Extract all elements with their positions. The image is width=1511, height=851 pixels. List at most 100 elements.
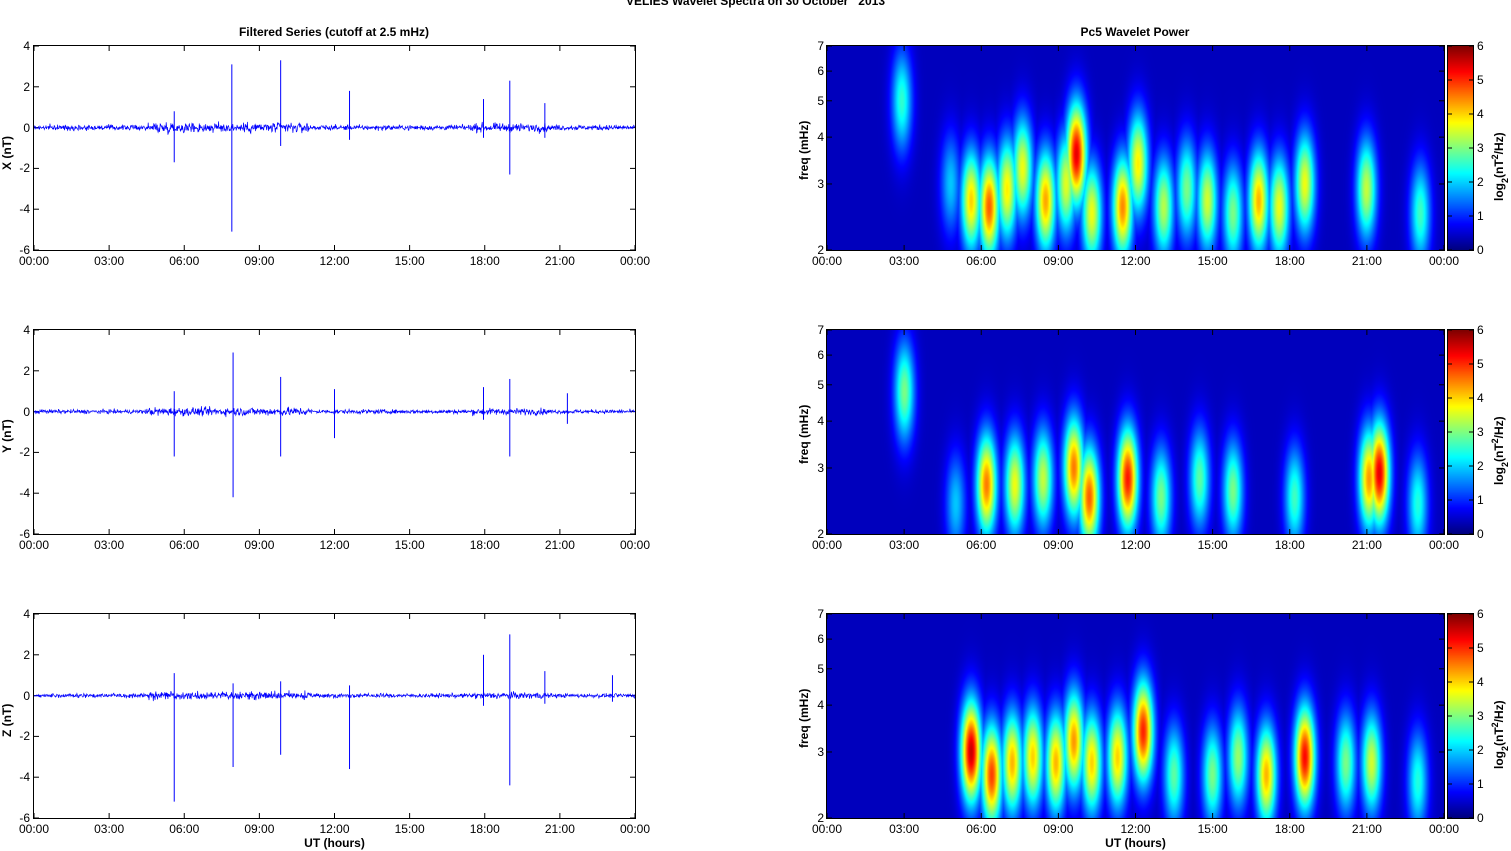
x-tick-label: 03:00 [94,254,125,268]
colorbar-tick-label: 5 [1477,357,1484,371]
wavelet-power-image-Z [827,614,1444,818]
figure-title: VELIES Wavelet Spectra on 30 October 201… [626,0,885,8]
y-tick-label: 2 [23,647,30,662]
x-tick-label: 15:00 [394,822,425,836]
svg-text:log2(nT2/Hz): log2(nT2/Hz) [1490,700,1509,769]
y-tick-label: -6 [19,243,30,257]
y-tick-label: -4 [19,202,30,217]
colorbar-tick-label: 0 [1477,811,1484,825]
x-tick-label: 00:00 [18,254,50,268]
x-tick-label: 21:00 [1351,822,1382,836]
svg-text:log2(nT2/Hz): log2(nT2/Hz) [1490,132,1509,201]
y-tick-label: 3 [817,460,824,475]
y-series-plot [33,329,636,535]
x-tick-label: 00:00 [1428,538,1460,552]
x-tick-label: 06:00 [966,538,997,552]
y-tick-label: -2 [19,445,30,460]
y-tick-label: 0 [23,120,30,135]
x-tick-label: 21:00 [544,822,575,836]
x-series-plot [33,45,636,251]
colorbar-x [1447,45,1474,251]
y-tick-label: 2 [817,811,824,825]
y-tick-label: 0 [23,404,30,419]
y-tick-label: 4 [23,607,30,621]
y-tick-label: 6 [817,348,824,363]
series-svg-X [34,46,635,250]
y-tick-label: 5 [817,661,824,676]
y-tick-label: 5 [817,377,824,392]
x-tick-label: 09:00 [244,538,275,552]
x-tick-label: 00:00 [619,822,651,836]
x-tick-label: 09:00 [244,822,275,836]
svg-text:log2(nT2/Hz): log2(nT2/Hz) [1490,416,1509,485]
colorbar-tick-label: 4 [1477,391,1484,405]
x-tick-label: 12:00 [1120,822,1151,836]
y-tick-label: 2 [23,363,30,378]
y-tick-label: 7 [817,607,824,621]
colorbar-tick-label: 6 [1477,323,1484,337]
y-tick-label: 6 [817,64,824,79]
x-tick-label: 18:00 [1274,822,1305,836]
colorbar-tick-label: 0 [1477,243,1484,257]
x-tick-label: 09:00 [244,254,275,268]
x-tick-label: 06:00 [966,822,997,836]
spectrogram-axes-Y [827,330,1444,534]
colorbar-tick-label: 5 [1477,641,1484,655]
x-tick-label: 18:00 [469,822,500,836]
y-tick-label: 5 [817,93,824,108]
series-svg-Y [34,330,635,534]
colorbar-gradient [1448,614,1473,818]
y-tick-label: -2 [19,161,30,176]
x-tick-label: 00:00 [811,538,843,552]
y-tick-label: 4 [23,39,30,53]
colorbar-tick-label: 3 [1477,141,1484,155]
y-tick-label: 0 [23,688,30,703]
x-tick-label: 00:00 [811,254,843,268]
x-tick-label: 21:00 [1351,538,1382,552]
x-tick-label: 21:00 [544,254,575,268]
colorbar-tick-label: 1 [1477,493,1484,507]
colorbar-tick-label: 2 [1477,459,1484,473]
colorbar-tick-label: 2 [1477,743,1484,757]
y-wavelet-spectrogram [826,329,1445,535]
x-tick-label: 00:00 [619,538,651,552]
wavelet-power-image-Y [827,330,1444,534]
y-tick-label: 4 [817,698,824,713]
x-tick-label: 00:00 [18,822,50,836]
colorbar-axes [1448,330,1473,534]
x-tick-label: 15:00 [1197,254,1228,268]
x-tick-label: 00:00 [18,538,50,552]
x-tick-label: 15:00 [394,538,425,552]
x-tick-label: 00:00 [1428,822,1460,836]
x-tick-label: 00:00 [619,254,651,268]
y-tick-label: 4 [817,130,824,145]
z-series-plot [33,613,636,819]
x-tick-label: 03:00 [94,538,125,552]
x-tick-label: 15:00 [1197,822,1228,836]
colorbar-tick-label: 3 [1477,425,1484,439]
colorbar-tick-label: 4 [1477,107,1484,121]
x-tick-label: 00:00 [1428,254,1460,268]
y-tick-label: 2 [23,79,30,94]
y-tick-label: 7 [817,323,824,337]
colorbar-tick-label: 2 [1477,175,1484,189]
x-tick-label: 12:00 [319,822,350,836]
x-tick-label: 18:00 [469,254,500,268]
y-tick-label: -4 [19,770,30,785]
colorbar-label: log2(nT2/Hz) [1490,700,1509,769]
y-tick-label: -6 [19,527,30,541]
x-tick-label: 15:00 [1197,538,1228,552]
x-tick-label: 03:00 [889,254,920,268]
z-wavelet-spectrogram [826,613,1445,819]
x-tick-label: 06:00 [966,254,997,268]
spectrogram-axes-Z [827,614,1444,818]
colorbar-label: log2(nT2/Hz) [1490,416,1509,485]
y-tick-label: -4 [19,486,30,501]
x-tick-label: 09:00 [1043,254,1074,268]
x-wavelet-spectrogram [826,45,1445,251]
x-tick-label: 15:00 [394,254,425,268]
colorbar-tick-label: 1 [1477,209,1484,223]
colorbar-tick-label: 5 [1477,73,1484,87]
colorbar-label: log2(nT2/Hz) [1490,132,1509,201]
x-tick-label: 06:00 [169,538,200,552]
